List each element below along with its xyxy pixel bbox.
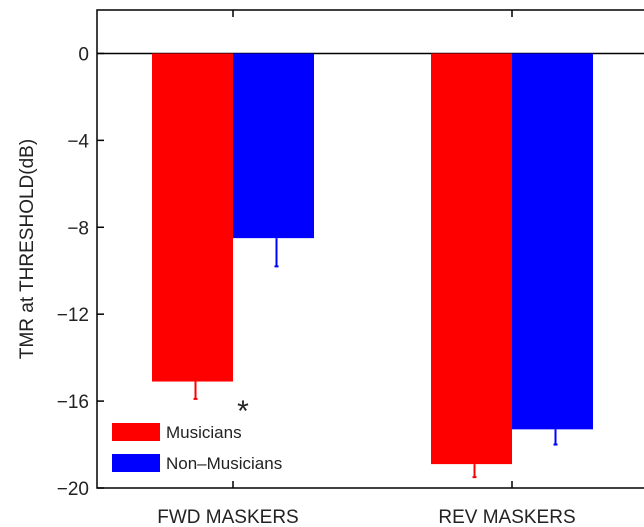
y-axis-title: TMR at THRESHOLD(dB) <box>17 139 38 359</box>
category-label: REV MASKERS <box>438 507 575 527</box>
bar-musicians-fwd <box>152 53 233 382</box>
category-label: FWD MASKERS <box>157 507 298 527</box>
y-tick-label: −16 <box>57 392 89 413</box>
legend: Musicians Non–Musicians <box>112 423 282 473</box>
legend-swatch <box>112 423 160 441</box>
legend-swatch <box>112 454 160 472</box>
y-tick-label: −12 <box>57 305 89 326</box>
significance-asterisk: * <box>237 395 249 428</box>
plot-frame <box>96 9 644 489</box>
y-tick-label: 0 <box>78 44 89 65</box>
y-tick-label: −8 <box>67 218 89 239</box>
bar-musicians-rev <box>431 53 512 465</box>
legend-label: Non–Musicians <box>166 454 282 473</box>
y-tick-label: −4 <box>67 131 89 152</box>
bar-non-musicians-fwd <box>233 53 314 239</box>
y-tick-label: −20 <box>57 479 89 500</box>
bar-non-musicians-rev <box>512 53 593 430</box>
legend-label: Musicians <box>166 423 242 442</box>
